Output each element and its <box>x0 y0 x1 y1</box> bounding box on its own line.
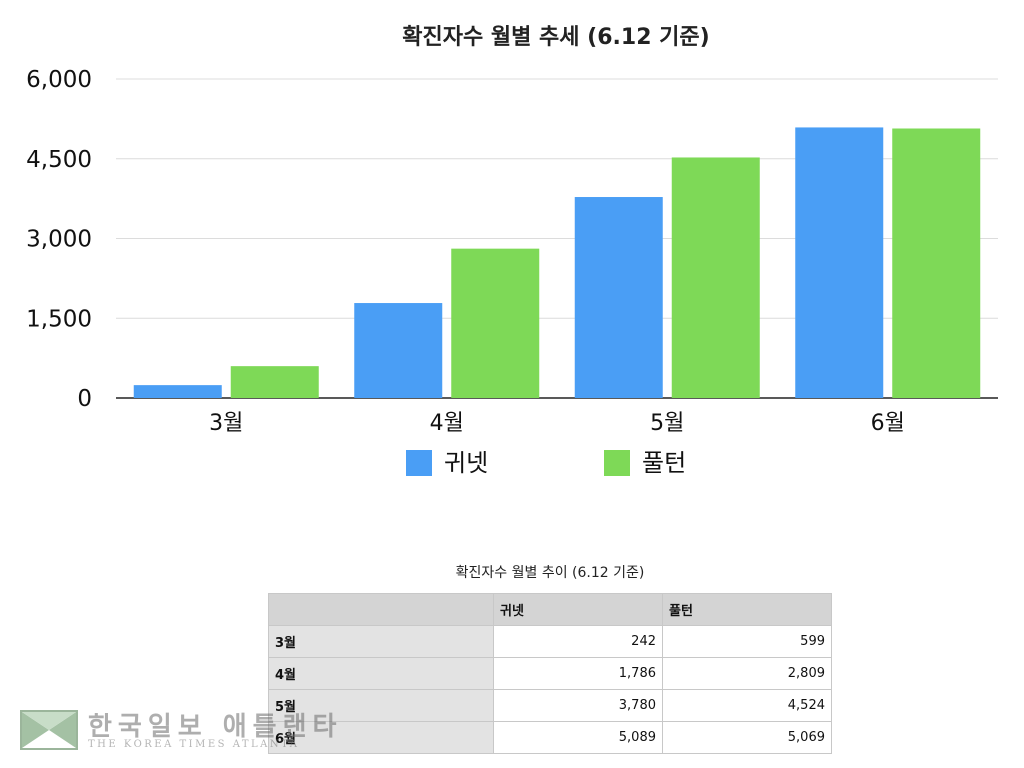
table-caption: 확진자수 월별 추이 (6.12 기준) <box>455 565 645 581</box>
x-tick-label: 3월 <box>209 411 243 436</box>
y-tick-label: 1,500 <box>26 306 92 332</box>
table-row: 3월 242 599 <box>268 625 832 658</box>
bar-gwinnett-4 <box>354 303 443 398</box>
bar-fulton-3 <box>230 366 319 398</box>
x-axis-ticks: 3월 4월 5월 6월 <box>209 411 905 436</box>
table-cell: 1,786 <box>493 657 663 690</box>
x-tick-label: 5월 <box>650 411 684 436</box>
bar-gwinnett-6 <box>795 127 884 399</box>
bar-chart: 확진자수 월별 추세 (6.12 기준) 0 1,500 3,000 4,500 6,0… <box>26 25 998 477</box>
row-label: 5월 <box>268 689 494 722</box>
table-cell: 4,524 <box>662 689 832 722</box>
bar-fulton-4 <box>451 248 540 398</box>
legend-label: 풀턴 <box>642 449 686 477</box>
table-row: 4월 1,786 2,809 <box>268 657 832 690</box>
y-axis-ticks: 0 1,500 3,000 4,500 6,000 <box>26 67 92 412</box>
y-tick-label: 3,000 <box>26 227 92 253</box>
table-header-row: 귀넷 풀턴 <box>268 593 832 626</box>
table-row: 5월 3,780 4,524 <box>268 689 832 722</box>
data-table: 귀넷 풀턴 3월 242 599 4월 1,786 2,809 5월 3,780… <box>268 593 832 754</box>
row-label: 3월 <box>268 625 494 658</box>
watermark: 한국일보 애틀랜타 THE KOREA TIMES ATLANTA <box>20 706 340 756</box>
y-tick-label: 6,000 <box>26 67 92 93</box>
table-cell: 242 <box>493 625 663 658</box>
legend-swatch <box>604 450 630 476</box>
watermark-subtitle: THE KOREA TIMES ATLANTA <box>88 739 300 750</box>
legend-label: 귀넷 <box>444 449 488 477</box>
table-cell: 599 <box>662 625 832 658</box>
table-row: 6월 5,089 5,069 <box>268 721 832 754</box>
bar-gwinnett-3 <box>133 385 222 398</box>
korea-times-logo-icon <box>20 710 78 750</box>
table-header-gwinnett: 귀넷 <box>493 593 663 626</box>
table-header-corner <box>268 593 494 626</box>
row-label: 4월 <box>268 657 494 690</box>
bars <box>133 127 981 399</box>
table-header-fulton: 풀턴 <box>662 593 832 626</box>
chart-title: 확진자수 월별 추세 (6.12 기준) <box>402 25 709 50</box>
watermark-name: 한국일보 애틀랜타 <box>88 712 343 742</box>
table-cell: 5,089 <box>493 721 663 754</box>
legend: 귀넷 풀턴 <box>406 449 686 477</box>
bar-fulton-6 <box>892 128 981 398</box>
bar-gwinnett-5 <box>574 197 663 398</box>
table-cell: 5,069 <box>662 721 832 754</box>
x-tick-label: 4월 <box>430 411 464 436</box>
y-tick-label: 0 <box>77 386 92 412</box>
y-tick-label: 4,500 <box>26 147 92 173</box>
table-cell: 2,809 <box>662 657 832 690</box>
x-tick-label: 6월 <box>871 411 905 436</box>
bar-fulton-5 <box>671 157 760 398</box>
legend-swatch <box>406 450 432 476</box>
row-label: 6월 <box>268 721 494 754</box>
table-cell: 3,780 <box>493 689 663 722</box>
